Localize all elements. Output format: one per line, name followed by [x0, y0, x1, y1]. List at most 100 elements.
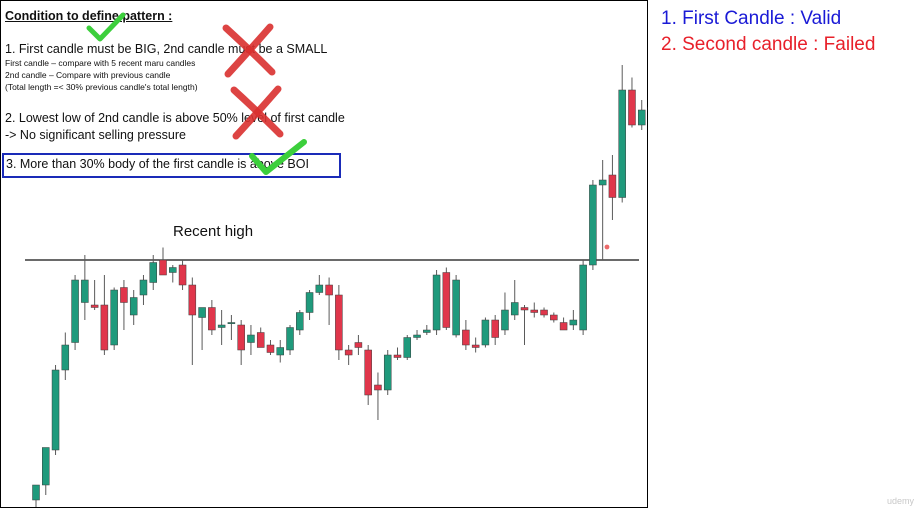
candle-body — [540, 309, 548, 316]
candle-body — [305, 292, 314, 313]
candle-body — [344, 349, 353, 356]
candle-body — [120, 287, 128, 303]
candle-body — [637, 109, 646, 126]
result-second-candle: 2. Second candle : Failed — [661, 34, 876, 55]
check-icon — [249, 139, 307, 175]
candle — [159, 247, 167, 276]
candle — [471, 337, 480, 353]
candle — [354, 335, 363, 355]
candle — [139, 275, 148, 305]
candle — [178, 260, 187, 290]
candle-body — [530, 309, 539, 313]
candle — [481, 317, 490, 348]
candle-body — [198, 307, 206, 318]
check-icon — [86, 12, 126, 42]
candle-body — [413, 334, 421, 338]
candle-body — [227, 322, 236, 324]
candle-body — [335, 294, 343, 351]
candle-body — [491, 319, 499, 338]
candle — [550, 312, 558, 323]
candle — [520, 305, 529, 345]
candle — [510, 280, 519, 320]
candle-body — [178, 264, 187, 286]
candle-body — [61, 344, 70, 371]
candle — [237, 320, 245, 365]
candle — [452, 275, 460, 338]
candle — [90, 280, 99, 310]
candle-body — [208, 307, 216, 331]
candle — [598, 160, 607, 260]
candle — [462, 320, 470, 350]
candle — [208, 300, 216, 335]
candle-body — [589, 184, 597, 266]
candle-body — [266, 344, 275, 353]
candle — [628, 77, 636, 128]
candle-body — [432, 274, 441, 331]
candle-body — [383, 354, 392, 391]
candle — [110, 287, 118, 350]
candle — [266, 340, 275, 355]
condition-1-note: (Total length =< 30% previous candle's t… — [5, 82, 198, 92]
candle — [637, 100, 646, 130]
candle — [247, 325, 255, 355]
candle — [32, 484, 40, 507]
condition-2-text: 2. Lowest low of 2nd candle is above 50%… — [5, 111, 345, 125]
candle — [188, 277, 197, 365]
candle — [71, 275, 79, 350]
candle-body — [129, 297, 138, 316]
candle — [315, 275, 324, 295]
candle — [501, 292, 509, 335]
candle-body — [364, 349, 372, 396]
candle — [296, 310, 304, 335]
candle-body — [520, 307, 529, 311]
candle — [618, 65, 626, 203]
candle — [530, 302, 539, 318]
candle-body — [100, 304, 109, 351]
candle-body — [149, 262, 157, 283]
candle-body — [32, 484, 40, 501]
candle-body — [423, 329, 431, 333]
candle-body — [71, 279, 79, 343]
candle-body — [188, 284, 197, 316]
candle-body — [315, 284, 324, 293]
candle-body — [354, 342, 363, 348]
candle — [51, 365, 60, 455]
candle-body — [237, 324, 245, 351]
candle — [217, 310, 226, 345]
candle — [423, 325, 431, 335]
watermark: udemy — [887, 496, 915, 506]
candle-body — [579, 264, 587, 331]
candle-body — [110, 289, 118, 346]
candle — [403, 335, 412, 360]
condition-1-text: 1. First candle must be BIG, 2nd candle … — [5, 42, 328, 56]
candle — [393, 347, 402, 360]
cross-icon — [230, 85, 284, 140]
candle — [325, 277, 333, 325]
candle — [540, 307, 548, 318]
condition-1-note: First candle – compare with 5 recent mar… — [5, 58, 196, 68]
candle-body — [81, 279, 89, 303]
candle-body — [90, 304, 99, 308]
result-first-candle: 1. First Candle : Valid — [661, 8, 842, 29]
candle — [81, 255, 89, 320]
candle — [42, 447, 50, 495]
candle-body — [608, 174, 617, 198]
candle-body — [325, 284, 333, 296]
slide-frame — [0, 0, 648, 508]
condition-3-highlight-box — [2, 153, 341, 178]
candle-body — [296, 312, 304, 331]
candle — [413, 330, 421, 340]
candle — [364, 345, 372, 405]
candle-body — [569, 319, 578, 326]
candle-body — [598, 179, 607, 186]
marker-dot — [604, 244, 610, 250]
candle-body — [452, 279, 460, 336]
candle-body — [628, 89, 636, 126]
candle-body — [169, 267, 177, 273]
candle-body — [403, 337, 412, 358]
candlestick-chart — [25, 65, 648, 507]
candle-body — [139, 279, 148, 296]
candle-body — [618, 89, 626, 198]
candle-body — [247, 334, 255, 343]
candle-body — [51, 369, 60, 451]
